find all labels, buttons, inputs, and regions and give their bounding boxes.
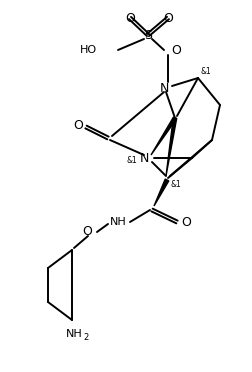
Text: NH: NH: [110, 217, 126, 227]
Text: 2: 2: [83, 334, 89, 343]
Text: O: O: [181, 215, 191, 228]
Text: &1: &1: [171, 180, 181, 189]
Text: O: O: [163, 12, 173, 25]
Text: NH: NH: [66, 329, 82, 339]
Text: &1: &1: [127, 155, 137, 164]
Text: &1: &1: [201, 67, 211, 76]
Text: N: N: [159, 81, 169, 94]
Polygon shape: [151, 117, 176, 155]
Text: O: O: [73, 119, 83, 131]
Text: N: N: [139, 151, 149, 164]
Text: S: S: [144, 29, 152, 42]
Text: HO: HO: [79, 45, 97, 55]
Text: O: O: [171, 44, 181, 57]
Text: O: O: [125, 12, 135, 25]
Polygon shape: [154, 179, 169, 206]
Text: O: O: [82, 224, 92, 237]
Polygon shape: [166, 118, 177, 176]
